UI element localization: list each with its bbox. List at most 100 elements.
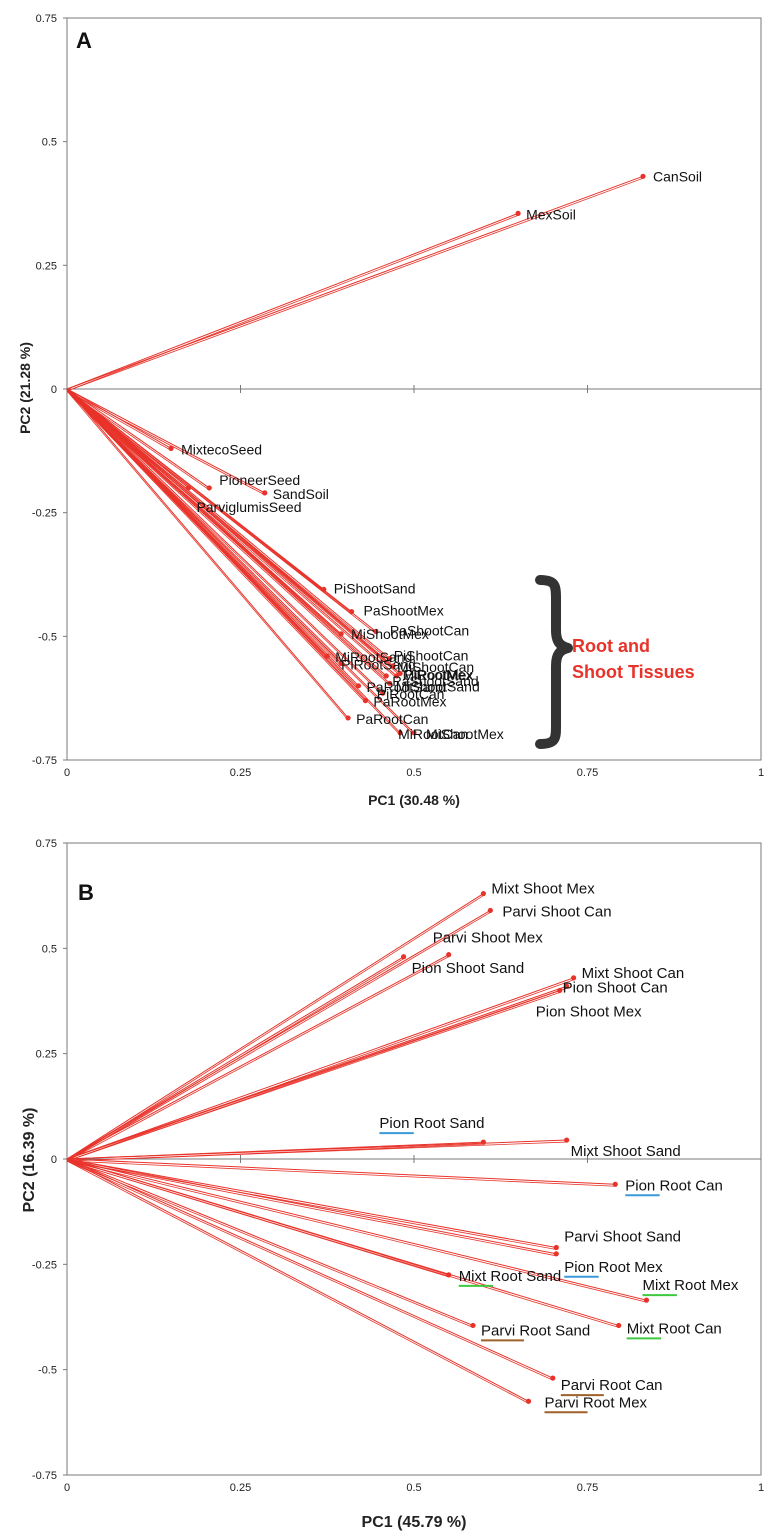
label-pirootmex: PiRootMex [404,666,472,682]
x-tick-label: 0.25 [230,1482,251,1494]
label-pirootsand: PiRootSand [341,657,416,673]
label-mixt-shoot-can: Mixt Shoot Can [582,965,685,982]
label-pirootcan: PiRootCan [377,686,445,702]
point-cansoil [640,173,646,179]
label-pion-shoot-mex: Pion Shoot Mex [536,1003,642,1020]
x-tick-label: 0.75 [577,1482,598,1494]
x-tick-label: 0.5 [406,767,421,779]
label-mexsoil: MexSoil [526,206,576,222]
vector-edge-pion-shoot-mex [66,992,560,1162]
point-pion-shoot-sand [400,954,407,960]
label-pioneerseed: PioneerSeed [219,472,300,488]
label-pashootsand: PaShootSand [392,673,478,689]
vector-edge-parvi-shoot-mex [66,956,449,1162]
point-sandsoil [262,490,268,496]
vector-pion-root-can [66,1158,616,1185]
label-pion-shoot-sand: Pion Shoot Sand [412,960,525,977]
vector-parootcan [66,388,349,719]
point-mixt-shoot-can [571,975,577,981]
point-mixtecoseed [168,445,174,451]
y-tick-label: -0.75 [32,755,57,767]
label-pashootcan: PaShootCan [390,622,469,638]
point-mirootcan [397,730,403,736]
x-tick-label: 0.25 [230,767,251,779]
vector-edge-mixt-root-mex [66,1160,647,1303]
vector-pion-shoot-mex [66,989,560,1160]
vector-parvi-root-can [66,1158,554,1379]
point-mixt-root-can [616,1322,622,1329]
point-pion-shoot-can [564,983,570,989]
label-parootcan: PaRootCan [356,711,428,727]
label-mirootmex: MiRootMex [403,667,474,683]
label-parvi-shoot-can: Parvi Shoot Can [502,903,611,920]
y-tick-label: -0.25 [32,508,57,520]
point-pion-root-mex [553,1251,559,1257]
panel-a-vectors [66,173,646,736]
y-tick-label: -0.5 [38,631,57,643]
point-parvi-shoot-can [487,907,493,914]
x-tick-label: 1 [758,767,764,779]
label-mixt-shoot-sand: Mixt Shoot Sand [571,1143,681,1160]
label-mixt-root-sand: Mixt Root Sand [459,1268,562,1285]
vector-edge-mixt-root-can [66,1160,619,1328]
label-cansoil: CanSoil [653,168,702,184]
vector-mixt-root-mex [66,1158,647,1301]
vector-pirootmex [66,388,401,674]
vector-edge-parvi-root-can [66,1160,553,1381]
vector-pashootcan [66,388,377,632]
label-mishootcan: MiShootCan [397,659,474,675]
x-tick-label: 0.75 [577,767,598,779]
vector-pashootsand [66,388,387,677]
point-mishootmex [338,631,344,637]
y-tick-label: 0.25 [36,1049,57,1061]
y-tick-label: -0.75 [32,1470,57,1482]
point-mishootsand [387,680,393,686]
vector-mishootmex [66,388,415,734]
vector-pioneerseed [66,388,210,489]
point-mexsoil [515,210,521,216]
point-pashootsand [383,673,389,679]
point-mishootcan [390,663,396,669]
point-parootsand [355,683,362,689]
vector-pirootcan [66,388,384,694]
y-tick-label: 0.5 [42,137,57,149]
vector-edge-parootmex [66,390,366,703]
panel-a-annotation: Root and Shoot Tissues [572,636,695,682]
point-parootmex [362,698,369,704]
label-mixt-shoot-mex: Mixt Shoot Mex [491,881,595,898]
vector-sandsoil [66,388,266,494]
panel-a-annotation-line2: Shoot Tissues [572,662,695,682]
y-tick-label: 0.75 [36,838,57,850]
vector-edge-pion-shoot-sand [66,958,404,1162]
panel-a-point-labels: CanSoil MexSoil MixtecoSeed PioneerSeedSand… [181,168,702,742]
panel-b-chart: B 0 0.25 0.5 0.75 1 0.75 0.5 0.25 0 -0.25 -0.5 -0.7… [21,838,764,1531]
vector-edge-sandsoil [66,390,265,496]
panel-b-vectors [66,890,650,1404]
panel-a-y-axis-title: PC2 (21.28 %) [17,342,33,434]
vector-edge-mishootmex [66,390,415,736]
point-mishootmex [411,730,417,736]
point-parvi-root-can [550,1375,556,1381]
panel-a-chart: A 0 0.25 0.5 0.75 1 0.75 0.5 0.25 0 -0.25 -0.5 -0.7… [17,13,764,808]
panel-a-axes: 0 0.25 0.5 0.75 1 0.75 0.5 0.25 0 -0.25 -0.5 -0.75 [32,13,764,779]
label-parvi-root-sand: Parvi Root Sand [481,1322,590,1339]
vector-parvi-root-mex [66,1158,529,1402]
y-tick-label: 0.25 [36,260,57,272]
label-parootmex: PaRootMex [373,694,446,710]
panel-b-label-underlines [379,1132,677,1414]
label-parviglumisseed: ParviglumisSeed [196,499,301,515]
label-mishootmex: MiShootMex [351,626,429,642]
point-pioneerseed [206,485,212,491]
vector-edge-mirootcan [66,390,401,736]
x-tick-label: 0 [64,1482,70,1494]
label-parvi-shoot-sand: Parvi Shoot Sand [564,1228,681,1245]
label-mixt-root-can: Mixt Root Can [627,1320,722,1337]
x-tick-label: 0 [64,767,70,779]
vector-parvi-shoot-sand [66,1158,557,1248]
vector-edge-parvi-root-mex [66,1160,529,1404]
vector-edge-mixt-shoot-sand [66,1141,567,1162]
y-tick-label: 0 [51,1154,57,1166]
vector-edge-mexsoil [66,215,519,392]
vector-parvi-root-sand [66,1158,474,1326]
point-mixt-shoot-mex [480,890,486,897]
